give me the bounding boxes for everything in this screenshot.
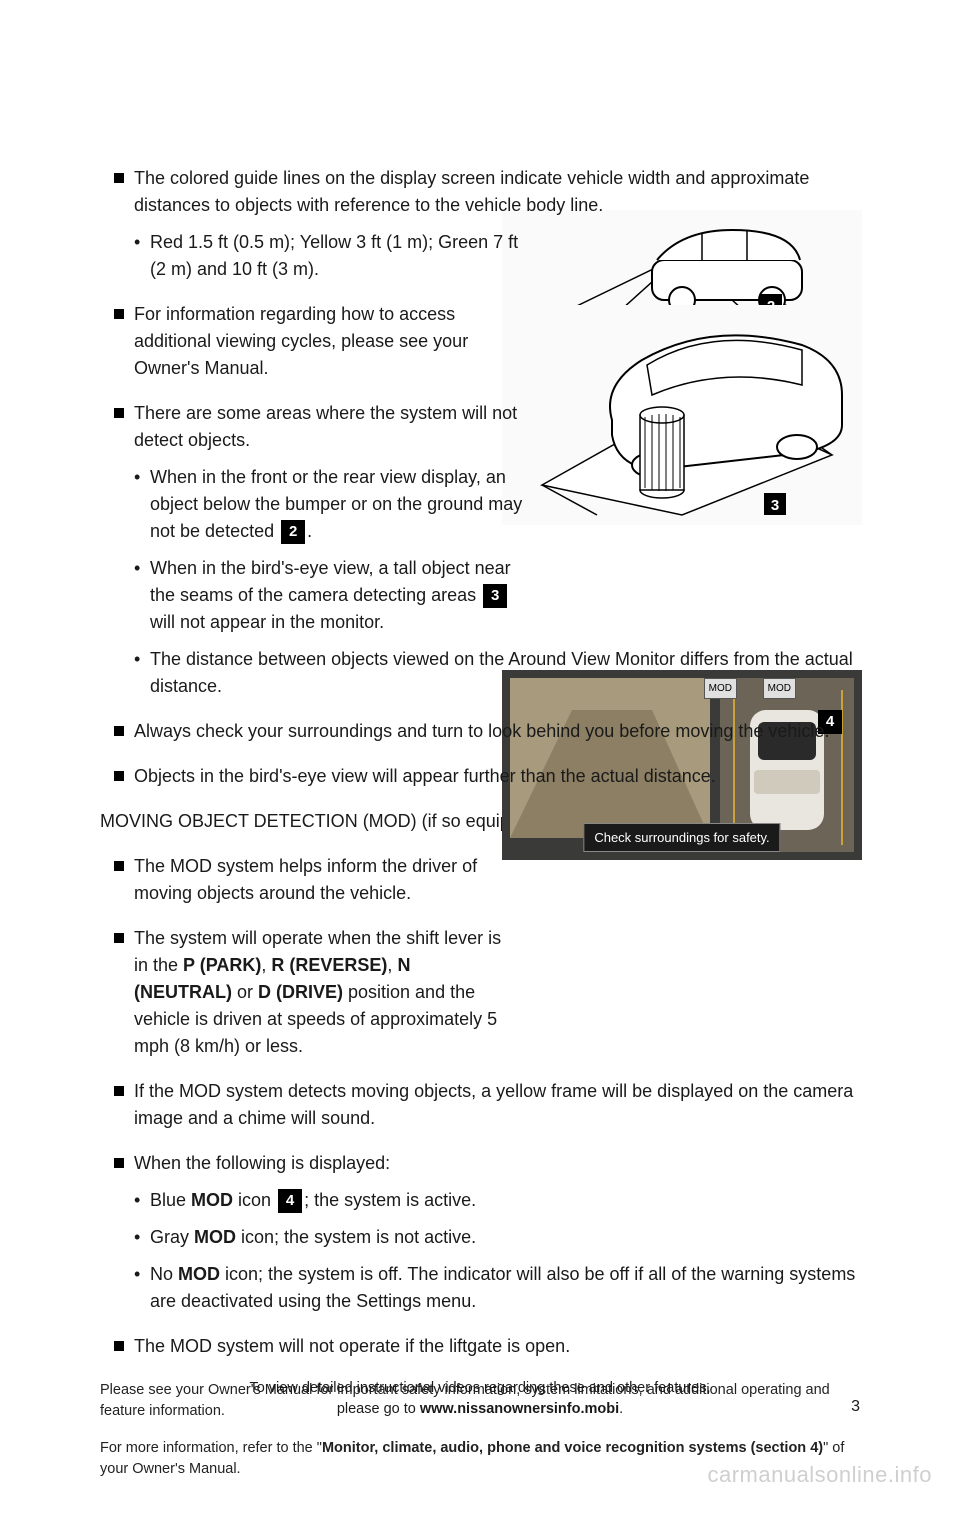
sub-bullet-front-rear: When in the front or the rear view displ…: [134, 464, 534, 545]
bullet-birds-eye-distance: Objects in the bird's-eye view will appe…: [100, 763, 860, 790]
number-box-3: 3: [483, 584, 507, 608]
bullet-text: The colored guide lines on the display s…: [134, 168, 809, 215]
page-number: 3: [851, 1395, 860, 1419]
bullet-mod-inform: The MOD system helps inform the driver o…: [100, 853, 510, 907]
sub-bullet-gray-mod: Gray MOD icon; the system is not active.: [134, 1224, 860, 1251]
figure-caption: Check surroundings for safety.: [583, 823, 780, 853]
sub-bullet-blue-mod: Blue MOD icon 4; the system is active.: [134, 1187, 860, 1214]
bullet-mod-detect: If the MOD system detects moving objects…: [100, 1078, 860, 1132]
number-box-4: 4: [278, 1189, 302, 1213]
bullet-guide-lines: The colored guide lines on the display s…: [100, 165, 860, 283]
bullet-mod-liftgate: The MOD system will not operate if the l…: [100, 1333, 860, 1360]
sub-bullet-colors: Red 1.5 ft (0.5 m); Yellow 3 ft (1 m); G…: [134, 229, 534, 283]
sub-bullet-distance: The distance between objects viewed on t…: [134, 646, 860, 700]
sub-bullet-no-mod: No MOD icon; the system is off. The indi…: [134, 1261, 860, 1315]
sub-bullet-birds-eye: When in the bird's-eye view, a tall obje…: [134, 555, 534, 636]
footer: To view detailed instructional videos re…: [100, 1378, 860, 1419]
watermark: carmanualsonline.info: [707, 1458, 932, 1491]
bullet-mod-operate: The system will operate when the shift l…: [100, 925, 510, 1060]
bullet-detect-areas: There are some areas where the system wi…: [100, 400, 860, 700]
bullet-viewing-cycles: For information regarding how to access …: [100, 301, 500, 382]
bullet-check-surroundings: Always check your surroundings and turn …: [100, 718, 860, 745]
number-box-2: 2: [281, 520, 305, 544]
bullet-mod-displayed: When the following is displayed: Blue MO…: [100, 1150, 860, 1315]
